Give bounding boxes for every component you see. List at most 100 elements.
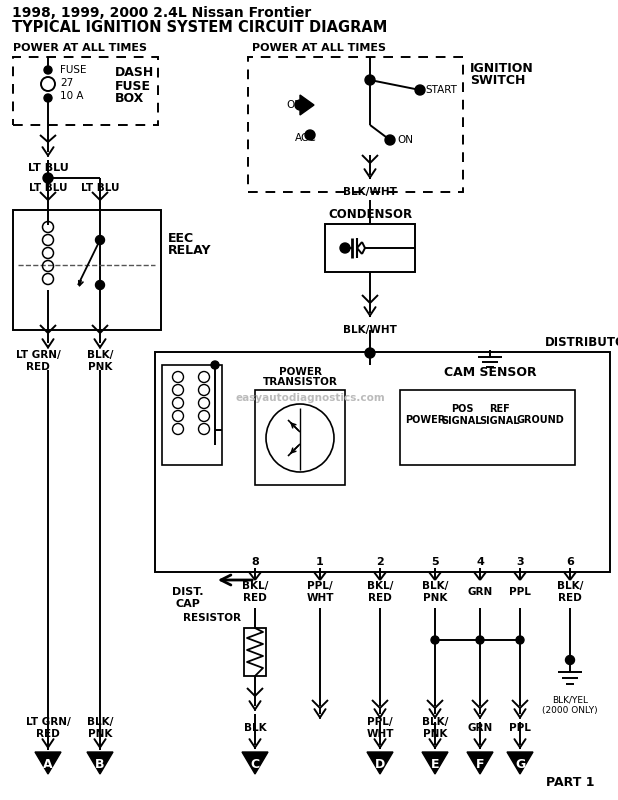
Text: PPL/
WHT: PPL/ WHT bbox=[366, 717, 394, 739]
Text: 27: 27 bbox=[60, 78, 74, 88]
Circle shape bbox=[516, 636, 524, 644]
Text: BOX: BOX bbox=[115, 93, 144, 106]
Text: BLK/
PNK: BLK/ PNK bbox=[87, 717, 113, 739]
Text: PPL: PPL bbox=[509, 587, 531, 597]
Circle shape bbox=[340, 243, 350, 253]
Polygon shape bbox=[507, 752, 533, 774]
Text: BLK/
RED: BLK/ RED bbox=[557, 581, 583, 603]
Circle shape bbox=[476, 636, 484, 644]
Bar bbox=[162, 365, 222, 465]
Text: GRN: GRN bbox=[467, 723, 493, 733]
Text: FUSE: FUSE bbox=[60, 65, 87, 75]
Polygon shape bbox=[422, 752, 448, 774]
Text: 6: 6 bbox=[566, 557, 574, 567]
Polygon shape bbox=[300, 95, 314, 115]
Text: LT BLU: LT BLU bbox=[81, 183, 119, 193]
Bar bbox=[13, 57, 158, 125]
Polygon shape bbox=[367, 752, 393, 774]
Text: SWITCH: SWITCH bbox=[470, 74, 525, 87]
Text: D: D bbox=[375, 758, 385, 770]
Text: ACC: ACC bbox=[295, 133, 317, 143]
Text: 1998, 1999, 2000 2.4L Nissan Frontier: 1998, 1999, 2000 2.4L Nissan Frontier bbox=[12, 6, 311, 20]
Text: 8: 8 bbox=[251, 557, 259, 567]
Text: LT BLU: LT BLU bbox=[28, 163, 69, 173]
Circle shape bbox=[305, 130, 315, 140]
Circle shape bbox=[295, 100, 305, 110]
Text: EEC: EEC bbox=[168, 231, 194, 245]
Circle shape bbox=[96, 235, 104, 245]
Text: LT GRN/
RED: LT GRN/ RED bbox=[15, 350, 61, 372]
Circle shape bbox=[431, 636, 439, 644]
Text: CAM SENSOR: CAM SENSOR bbox=[444, 366, 536, 378]
Text: (2000 ONLY): (2000 ONLY) bbox=[542, 706, 598, 714]
Text: LT BLU: LT BLU bbox=[29, 183, 67, 193]
Text: TYPICAL IGNITION SYSTEM CIRCUIT DIAGRAM: TYPICAL IGNITION SYSTEM CIRCUIT DIAGRAM bbox=[12, 19, 387, 34]
Text: CONDENSOR: CONDENSOR bbox=[328, 209, 412, 222]
Text: RELAY: RELAY bbox=[168, 245, 211, 258]
Circle shape bbox=[365, 348, 375, 358]
Text: E: E bbox=[431, 758, 439, 770]
Circle shape bbox=[43, 173, 53, 183]
Text: LT GRN/
RED: LT GRN/ RED bbox=[25, 717, 70, 739]
Text: F: F bbox=[476, 758, 485, 770]
Text: DISTRIBUTOR: DISTRIBUTOR bbox=[545, 335, 618, 349]
Text: BLK/
PNK: BLK/ PNK bbox=[422, 717, 448, 739]
Polygon shape bbox=[242, 752, 268, 774]
Text: POS
SIGNAL: POS SIGNAL bbox=[442, 404, 482, 426]
Text: BKL/
RED: BKL/ RED bbox=[242, 581, 268, 603]
Circle shape bbox=[44, 94, 52, 102]
Text: POWER: POWER bbox=[405, 415, 445, 425]
Text: POWER AT ALL TIMES: POWER AT ALL TIMES bbox=[252, 43, 386, 53]
Text: RESISTOR: RESISTOR bbox=[183, 613, 241, 623]
Text: TRANSISTOR: TRANSISTOR bbox=[263, 377, 337, 387]
Bar bbox=[248, 57, 463, 192]
Text: 4: 4 bbox=[476, 557, 484, 567]
Circle shape bbox=[211, 361, 219, 369]
Text: 10 A: 10 A bbox=[60, 91, 83, 101]
Text: GROUND: GROUND bbox=[516, 415, 564, 425]
Bar bbox=[325, 224, 415, 272]
Bar bbox=[255, 390, 345, 485]
Polygon shape bbox=[35, 752, 61, 774]
Circle shape bbox=[96, 281, 104, 290]
Text: G: G bbox=[515, 758, 525, 770]
Text: 2: 2 bbox=[376, 557, 384, 567]
Text: C: C bbox=[250, 758, 260, 770]
Text: OFF: OFF bbox=[286, 100, 306, 110]
Circle shape bbox=[44, 66, 52, 74]
Circle shape bbox=[365, 75, 375, 85]
Text: DASH: DASH bbox=[115, 66, 154, 79]
Text: A: A bbox=[43, 758, 53, 770]
Text: BLK: BLK bbox=[243, 723, 266, 733]
Text: BKL/
RED: BKL/ RED bbox=[367, 581, 393, 603]
Text: BLK/WHT: BLK/WHT bbox=[343, 325, 397, 335]
Polygon shape bbox=[87, 752, 113, 774]
Text: BLK/
PNK: BLK/ PNK bbox=[87, 350, 113, 372]
Text: GRN: GRN bbox=[467, 587, 493, 597]
Text: REF
SIGNAL: REF SIGNAL bbox=[480, 404, 520, 426]
Text: ON: ON bbox=[397, 135, 413, 145]
Bar bbox=[155, 352, 610, 572]
Text: B: B bbox=[95, 758, 104, 770]
Bar bbox=[244, 628, 266, 676]
Circle shape bbox=[565, 655, 575, 665]
Circle shape bbox=[385, 135, 395, 145]
Text: DIST.
CAP: DIST. CAP bbox=[172, 587, 204, 609]
Text: PART 1: PART 1 bbox=[546, 775, 595, 789]
Bar bbox=[13, 210, 161, 330]
Text: FUSE: FUSE bbox=[115, 79, 151, 93]
Polygon shape bbox=[467, 752, 493, 774]
Bar bbox=[400, 390, 575, 465]
Text: POWER AT ALL TIMES: POWER AT ALL TIMES bbox=[13, 43, 147, 53]
Circle shape bbox=[415, 85, 425, 95]
Text: PPL: PPL bbox=[509, 723, 531, 733]
Text: 5: 5 bbox=[431, 557, 439, 567]
Text: IGNITION: IGNITION bbox=[470, 62, 534, 74]
Text: BLK/YEL: BLK/YEL bbox=[552, 695, 588, 705]
Text: PPL/
WHT: PPL/ WHT bbox=[307, 581, 334, 603]
Text: BLK/WHT: BLK/WHT bbox=[343, 187, 397, 197]
Text: BLK/
PNK: BLK/ PNK bbox=[422, 581, 448, 603]
Text: 1: 1 bbox=[316, 557, 324, 567]
Text: 3: 3 bbox=[516, 557, 524, 567]
Text: START: START bbox=[425, 85, 457, 95]
